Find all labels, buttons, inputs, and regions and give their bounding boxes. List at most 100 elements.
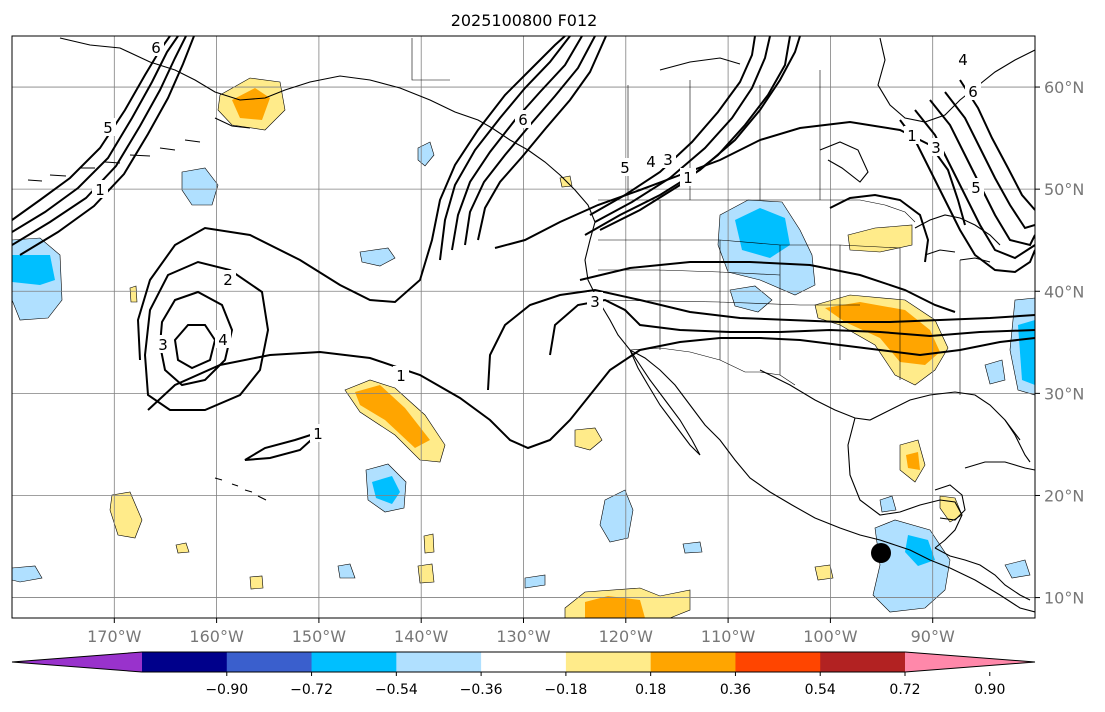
colorbar-extension-low: [12, 652, 142, 672]
colorbar-segment: [565, 652, 652, 672]
contour-line: [158, 290, 234, 387]
contour-line: [549, 298, 1035, 356]
contour-line: [589, 36, 756, 216]
contour-label: 4: [646, 153, 656, 171]
negative-anomaly-region: [872, 519, 951, 613]
contour-label: 5: [103, 119, 113, 137]
colorbar-tick-label: −0.54: [375, 682, 418, 698]
contour-line: [944, 91, 1035, 230]
positive-anomaly-region: [574, 427, 603, 451]
contour-line: [173, 324, 217, 370]
lat-tick-label: 10°N: [1044, 589, 1084, 608]
us-mexico-border: [629, 347, 796, 386]
positive-anomaly-core: [585, 596, 645, 618]
lon-tick-label: 130°W: [496, 627, 551, 646]
negative-anomaly-region: [599, 489, 634, 543]
lon-tick-label: 160°W: [189, 627, 244, 646]
florida: [1004, 419, 1031, 463]
anomaly-shading: [12, 77, 1035, 618]
contour-line: [477, 36, 607, 241]
lon-tick-label: 150°W: [292, 627, 347, 646]
contour-label: 5: [971, 179, 981, 197]
colorbar: −0.90 −0.72 −0.54 −0.36 −0.18 0.18 0.36 0.54 0.7…: [11, 651, 1036, 698]
negative-anomaly-region: [524, 574, 546, 589]
negative-anomaly-region: [417, 141, 435, 167]
arctic-islands: [659, 57, 869, 183]
colorbar-extension-high: [905, 652, 1035, 672]
colorbar-segment: [226, 652, 313, 672]
contours: [12, 36, 1035, 461]
negative-anomaly-core: [372, 476, 400, 504]
contour-line: [929, 99, 1035, 247]
axis-ticks: 170°W 160°W 150°W 140°W 130°W 120°W 110°W 100°W…: [87, 78, 1084, 646]
negative-anomaly-core: [12, 255, 55, 285]
contour-line: [487, 288, 1035, 391]
colorbar-tick-label: 0.90: [974, 682, 1005, 698]
positive-anomaly-region: [175, 542, 190, 554]
lat-tick-label: 50°N: [1044, 180, 1084, 199]
contour-line: [579, 261, 956, 313]
negative-anomaly-region: [359, 247, 396, 267]
location-marker: [871, 543, 891, 563]
contour-line: [464, 36, 596, 246]
contour-line: [147, 337, 1035, 450]
colorbar-segment: [142, 652, 228, 672]
colorbar-tick-label: −0.36: [460, 682, 503, 698]
political-borders: [411, 38, 961, 395]
contour-line: [959, 79, 1035, 211]
contour-label: 6: [518, 111, 528, 129]
us-states: [597, 200, 961, 395]
positive-anomaly-region: [417, 563, 435, 584]
colorbar-tick-label: 0.36: [720, 682, 751, 698]
positive-anomaly-core: [232, 88, 270, 120]
negative-anomaly-region: [12, 565, 43, 583]
contour-labels: 1 5 6 2 3 4 1 1 6 5 4 3 1 3: [92, 38, 984, 443]
contour-line: [439, 36, 571, 261]
positive-anomaly-region: [249, 575, 264, 590]
lon-tick-label: 100°W: [803, 627, 858, 646]
lat-tick-label: 30°N: [1044, 384, 1084, 403]
positive-anomaly-region: [129, 285, 138, 303]
contour-label: 1: [683, 169, 693, 187]
great-lakes: [914, 214, 1001, 263]
contour-label: 3: [590, 293, 600, 311]
contour-label: 1: [907, 127, 917, 145]
colorbar-segment: [735, 652, 821, 672]
lon-tick-label: 170°W: [87, 627, 142, 646]
colorbar-segment: [481, 652, 567, 672]
contour-label: 3: [663, 151, 673, 169]
negative-anomaly-region: [1004, 559, 1031, 579]
lon-tick-label: 140°W: [394, 627, 449, 646]
alaska-coast: [59, 37, 493, 129]
contour-line: [584, 36, 801, 236]
positive-anomaly-core: [825, 302, 940, 365]
negative-anomaly-region: [682, 541, 703, 554]
positive-anomaly-region: [423, 533, 435, 554]
contour-label: 6: [151, 39, 161, 57]
aleutian-islands: [27, 117, 251, 182]
contour-label: 1: [313, 425, 323, 443]
colorbar-tick-label: 0.54: [805, 682, 836, 698]
negative-anomaly-region: [984, 359, 1006, 385]
contour-line: [899, 119, 1035, 274]
contour-line: [494, 120, 966, 249]
lon-tick-label: 110°W: [701, 627, 756, 646]
colorbar-segment: [820, 652, 906, 672]
colorbar-tick-label: 0.72: [889, 682, 920, 698]
central-america: [934, 547, 1031, 601]
colorbar-outline: [11, 651, 1036, 673]
contour-line: [19, 36, 195, 256]
contour-label: 3: [931, 139, 941, 157]
colorbar-tick-label: −0.18: [544, 682, 587, 698]
negative-anomaly-region: [879, 495, 897, 513]
baja-california: [629, 349, 701, 456]
contour-line: [12, 36, 179, 233]
lat-tick-label: 40°N: [1044, 282, 1084, 301]
colorbar-tick-label: −0.90: [205, 682, 248, 698]
contour-label: 5: [620, 159, 630, 177]
contour-line: [594, 36, 771, 223]
negative-anomaly-core: [735, 208, 790, 258]
lon-tick-label: 90°W: [911, 627, 955, 646]
